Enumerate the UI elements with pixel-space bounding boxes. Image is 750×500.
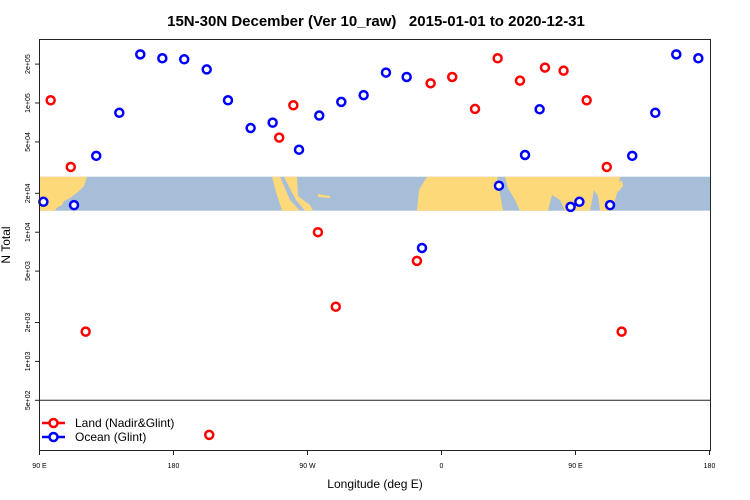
y-tick-label: 1e+04: [25, 222, 32, 242]
land-point: [203, 429, 215, 441]
land-point: [446, 71, 458, 83]
ocean-point: [358, 89, 369, 101]
ocean-point: [626, 150, 638, 162]
ocean-point: [201, 64, 212, 75]
plot-frame: [39, 39, 711, 451]
ocean-point: [519, 149, 531, 161]
y-axis-label: N Total: [0, 226, 13, 263]
y-tick-label: 5e+02: [25, 390, 32, 410]
y-tick-label: 2e+04: [25, 183, 32, 203]
ocean-point: [493, 180, 505, 191]
land-point: [601, 161, 613, 173]
land-point: [616, 326, 627, 337]
x-tick-label: 0: [440, 463, 444, 470]
land-point: [312, 226, 324, 238]
legend: Land (Nadir&Glint) Ocean (Glint): [42, 416, 174, 444]
ocean-point: [380, 67, 392, 78]
x-axis-label: Longitude (deg E): [327, 477, 422, 491]
ocean-point: [534, 104, 545, 115]
land-point: [65, 161, 77, 173]
land-shape: [417, 176, 503, 211]
y-tick-label: 1e+05: [25, 93, 32, 113]
land-point: [411, 255, 423, 267]
land-shape: [272, 176, 300, 211]
legend-marker-land: [48, 417, 59, 429]
land-point: [514, 75, 526, 86]
y-tick-label: 5e+04: [25, 132, 32, 152]
legend-entry-land: Land (Nadir&Glint): [42, 416, 174, 430]
legend-label-ocean: Ocean (Glint): [75, 430, 146, 444]
land-point: [288, 100, 299, 111]
chart-title: 15N-30N December (Ver 10_raw) 2015-01-01…: [167, 13, 585, 30]
y-tick-label: 1e+03: [25, 351, 32, 371]
land-point: [539, 62, 551, 73]
ocean-point: [68, 199, 80, 211]
background-map: [40, 176, 710, 211]
land-point: [581, 95, 592, 106]
land-point: [80, 326, 91, 337]
land-point: [492, 53, 503, 64]
ocean-point: [604, 199, 616, 211]
land-point: [469, 103, 481, 115]
ocean-point: [565, 201, 576, 213]
y-tick-label: 2e+03: [25, 313, 32, 333]
ocean-point: [336, 96, 347, 108]
ocean-point: [574, 196, 585, 208]
ocean-point: [135, 49, 146, 60]
ocean-point: [38, 196, 49, 208]
y-axis: 2e+05 1e+05 5e+04 2e+04 1e+04 5e+03 2e+03 1e+03…: [25, 39, 40, 451]
x-tick-label: 180: [704, 463, 716, 470]
land-shape: [40, 176, 87, 211]
x-tick-label: 90 W: [299, 463, 316, 470]
data-points: [38, 49, 704, 441]
ocean-point: [693, 53, 704, 64]
ocean-point: [90, 150, 102, 162]
land-point: [558, 65, 569, 76]
ocean-point: [157, 53, 168, 64]
x-tick-label: 90 E: [568, 463, 583, 470]
ocean-point: [178, 54, 190, 65]
ocean-point: [245, 122, 256, 134]
x-tick-label: 180: [168, 463, 180, 470]
ocean-point: [401, 71, 412, 83]
land-point: [45, 95, 56, 106]
ocean-point: [650, 107, 661, 119]
land-shape: [284, 176, 313, 211]
legend-marker-ocean: [48, 431, 59, 443]
land-point: [330, 301, 342, 312]
ocean-point: [114, 107, 125, 119]
x-tick-label: 90 E: [32, 463, 47, 470]
x-axis: 90 E 180 90 W 0 90 E 180: [32, 450, 716, 470]
land-point: [425, 78, 436, 89]
legend-label-land: Land (Nadir&Glint): [75, 416, 174, 430]
land-shape: [616, 180, 623, 192]
ocean-point: [416, 242, 428, 254]
ocean-point: [314, 110, 325, 121]
y-tick-label: 5e+03: [25, 261, 32, 281]
legend-entry-ocean: Ocean (Glint): [42, 430, 146, 444]
ocean-point: [671, 49, 682, 60]
ocean-point: [293, 144, 305, 155]
ocean-point: [222, 95, 234, 106]
y-tick-label: 2e+05: [25, 54, 32, 74]
land-shape: [318, 194, 330, 198]
land-shape: [505, 176, 620, 211]
ocean-point: [267, 117, 278, 128]
land-point: [273, 132, 285, 143]
